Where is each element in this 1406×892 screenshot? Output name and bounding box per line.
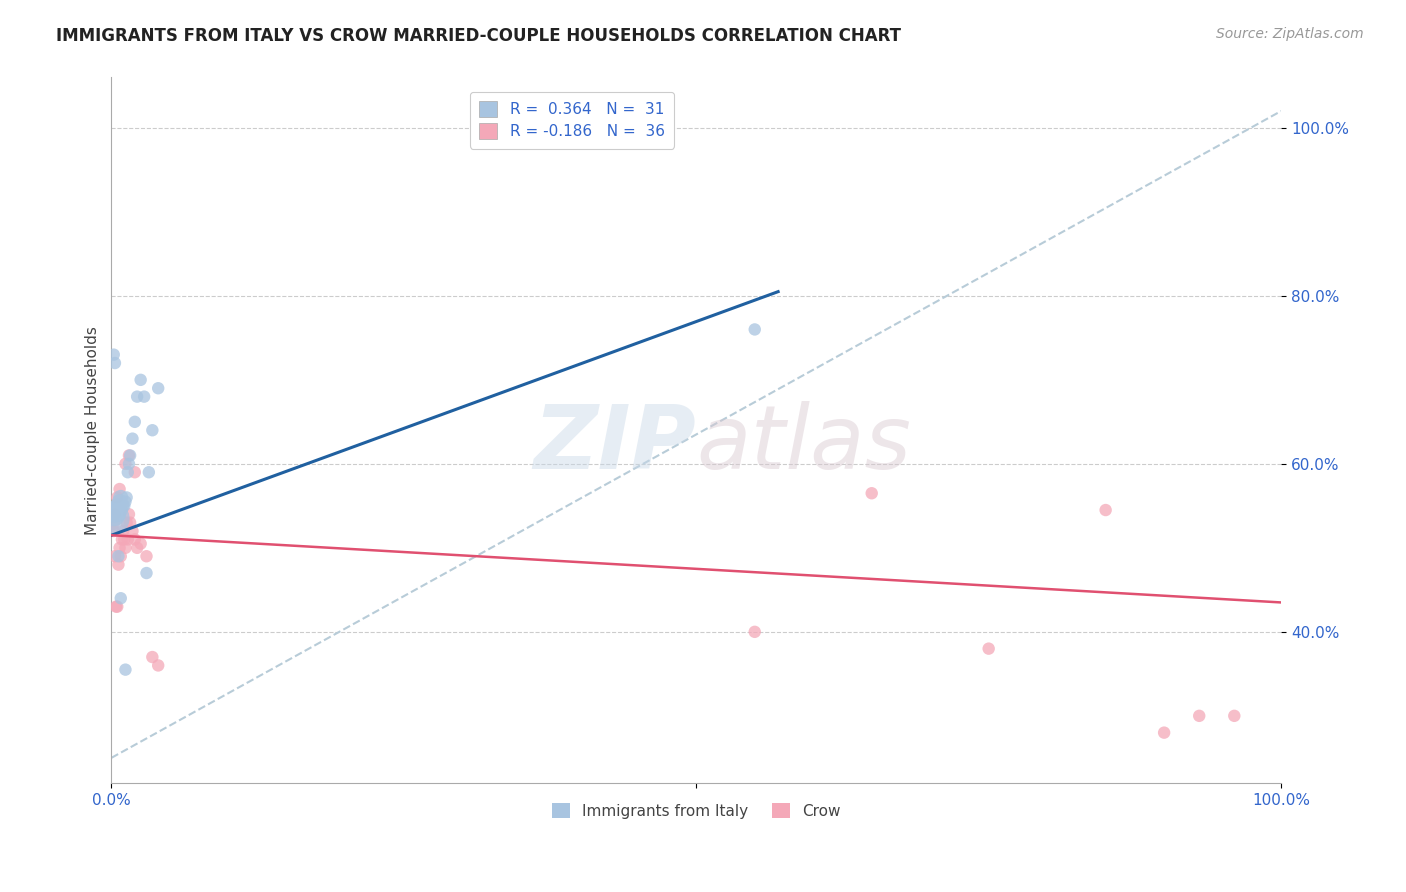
Point [105,499,128,513]
Point [117,465,139,479]
Point [111,503,134,517]
Point [105,503,128,517]
Point [1223,709,1246,723]
Point [129,373,152,387]
Point [110,491,132,505]
Point [101,516,124,530]
Point [744,322,766,336]
Point [101,511,124,525]
Point [1094,503,1116,517]
Point [111,533,134,547]
Point [108,482,131,496]
Point [124,533,146,547]
Point [118,508,141,522]
Point [114,494,136,508]
Point [120,516,142,530]
Point [110,549,132,564]
Point [134,390,156,404]
Point [124,465,146,479]
Point [104,508,127,522]
Point [112,499,135,513]
Point [121,524,143,538]
Point [105,599,128,614]
Point [112,499,135,513]
Point [141,423,163,437]
Text: atlas: atlas [696,401,911,487]
Point [115,516,138,530]
Point [103,524,125,538]
Point [104,508,127,522]
Point [124,415,146,429]
Point [105,599,128,614]
Y-axis label: Married-couple Households: Married-couple Households [86,326,100,534]
Point [114,457,136,471]
Point [135,549,157,564]
Point [117,533,139,547]
Point [103,348,125,362]
Point [108,541,131,555]
Point [107,549,129,564]
Point [148,658,170,673]
Point [108,494,131,508]
Point [127,541,149,555]
Point [1188,709,1211,723]
Point [114,541,136,555]
Point [118,449,141,463]
Point [127,390,149,404]
Point [860,486,883,500]
Text: Source: ZipAtlas.com: Source: ZipAtlas.com [1216,27,1364,41]
Text: ZIP: ZIP [533,401,696,488]
Point [110,591,132,606]
Point [105,491,128,505]
Point [129,536,152,550]
Point [104,549,127,564]
Point [744,624,766,639]
Point [977,641,1000,656]
Point [114,663,136,677]
Point [118,457,141,471]
Point [135,566,157,580]
Point [121,432,143,446]
Legend: Immigrants from Italy, Crow: Immigrants from Italy, Crow [546,797,846,825]
Point [112,533,135,547]
Point [115,491,138,505]
Point [107,508,129,522]
Text: IMMIGRANTS FROM ITALY VS CROW MARRIED-COUPLE HOUSEHOLDS CORRELATION CHART: IMMIGRANTS FROM ITALY VS CROW MARRIED-CO… [56,27,901,45]
Point [112,524,135,538]
Point [103,508,125,522]
Point [107,558,129,572]
Point [120,449,142,463]
Point [1153,725,1175,739]
Point [148,381,170,395]
Point [141,650,163,665]
Point [104,356,127,370]
Point [138,465,160,479]
